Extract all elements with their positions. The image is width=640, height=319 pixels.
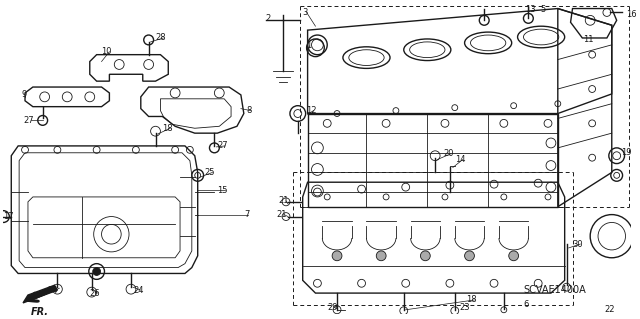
Text: 24: 24: [47, 286, 58, 295]
Text: 10: 10: [102, 47, 112, 56]
Text: 20: 20: [443, 149, 454, 158]
Text: 24: 24: [133, 286, 143, 295]
Text: 2: 2: [266, 14, 271, 23]
Text: 8: 8: [247, 106, 252, 115]
Text: FR.: FR.: [31, 307, 49, 317]
Text: 7: 7: [244, 210, 249, 219]
Circle shape: [509, 251, 518, 261]
Text: 9: 9: [21, 90, 26, 100]
Text: 14: 14: [455, 155, 465, 164]
Text: 22: 22: [604, 305, 614, 314]
Text: 18: 18: [467, 295, 477, 304]
FancyArrowPatch shape: [28, 289, 55, 301]
Text: 30: 30: [573, 240, 583, 249]
Text: 23: 23: [460, 303, 470, 312]
Text: SCVAE1400A: SCVAE1400A: [524, 285, 586, 295]
Text: 16: 16: [627, 10, 637, 19]
Text: 28: 28: [156, 33, 166, 42]
Text: 29: 29: [327, 303, 338, 312]
Text: 1: 1: [306, 41, 311, 50]
Text: 3: 3: [303, 8, 308, 17]
Text: 21: 21: [276, 210, 287, 219]
Circle shape: [376, 251, 386, 261]
Text: 5: 5: [540, 5, 545, 14]
Circle shape: [93, 268, 100, 275]
Circle shape: [465, 251, 474, 261]
Text: 11: 11: [583, 35, 594, 44]
Text: 19: 19: [621, 148, 632, 157]
Text: 26: 26: [90, 289, 100, 298]
Text: 17: 17: [3, 212, 14, 221]
Circle shape: [332, 251, 342, 261]
Text: 6: 6: [524, 300, 529, 309]
Text: 15: 15: [218, 186, 228, 195]
Text: 13: 13: [525, 5, 536, 14]
Text: 27: 27: [218, 141, 228, 151]
Text: 25: 25: [205, 168, 215, 177]
Circle shape: [420, 251, 430, 261]
Text: 18: 18: [163, 124, 173, 133]
Text: 27: 27: [23, 116, 34, 125]
Text: 12: 12: [306, 106, 316, 115]
Polygon shape: [23, 285, 58, 303]
Text: 21: 21: [278, 197, 289, 205]
